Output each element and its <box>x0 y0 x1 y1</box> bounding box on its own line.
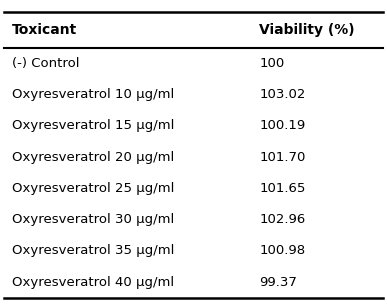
Text: Oxyresveratrol 40 μg/ml: Oxyresveratrol 40 μg/ml <box>12 276 174 289</box>
Text: Viability (%): Viability (%) <box>259 23 355 37</box>
Text: 100.98: 100.98 <box>259 244 305 257</box>
Text: 102.96: 102.96 <box>259 213 306 226</box>
Text: Oxyresveratrol 20 μg/ml: Oxyresveratrol 20 μg/ml <box>12 150 174 164</box>
Text: 101.70: 101.70 <box>259 150 306 164</box>
Text: 101.65: 101.65 <box>259 182 306 195</box>
Text: Oxyresveratrol 25 μg/ml: Oxyresveratrol 25 μg/ml <box>12 182 174 195</box>
Text: 100: 100 <box>259 57 284 70</box>
Text: 103.02: 103.02 <box>259 88 306 101</box>
Text: Oxyresveratrol 15 μg/ml: Oxyresveratrol 15 μg/ml <box>12 119 174 132</box>
Text: (-) Control: (-) Control <box>12 57 79 70</box>
Text: 99.37: 99.37 <box>259 276 297 289</box>
Text: Toxicant: Toxicant <box>12 23 77 37</box>
Text: Oxyresveratrol 30 μg/ml: Oxyresveratrol 30 μg/ml <box>12 213 174 226</box>
Text: Oxyresveratrol 35 μg/ml: Oxyresveratrol 35 μg/ml <box>12 244 174 257</box>
Text: 100.19: 100.19 <box>259 119 306 132</box>
Text: Oxyresveratrol 10 μg/ml: Oxyresveratrol 10 μg/ml <box>12 88 174 101</box>
